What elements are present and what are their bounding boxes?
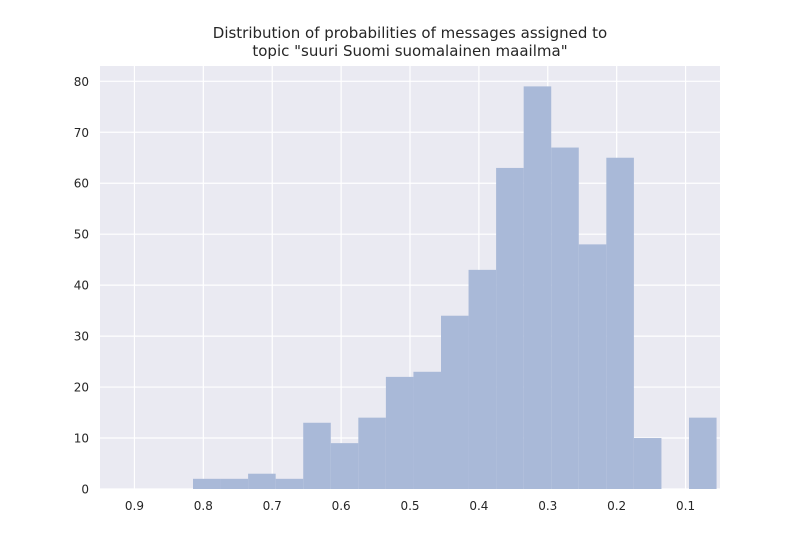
x-tick-label-2: 0.7 — [263, 499, 282, 513]
y-tick-label-0: 0 — [81, 483, 89, 497]
y-tick-label-8: 80 — [74, 75, 89, 89]
y-axis-ticks: 0 10 20 30 40 50 60 70 80 — [74, 75, 89, 497]
x-axis-ticks: 0.9 0.8 0.7 0.6 0.5 0.4 0.3 0.2 0.1 — [125, 499, 695, 513]
histogram-bar-6 — [358, 417, 386, 489]
histogram-bar-7 — [385, 376, 414, 489]
y-tick-label-7: 70 — [74, 126, 89, 140]
histogram-bar-11 — [496, 167, 524, 489]
histogram-bar-2 — [248, 473, 276, 489]
x-tick-label-6: 0.3 — [538, 499, 557, 513]
histogram-bar-8 — [413, 371, 441, 489]
y-tick-label-5: 50 — [74, 228, 89, 242]
chart-title-line-2: topic "suuri Suomi suomalainen maailma" — [252, 42, 568, 60]
histogram-bar-18 — [689, 417, 717, 489]
x-tick-label-1: 0.8 — [194, 499, 213, 513]
histogram-bar-0 — [193, 478, 221, 489]
x-tick-label-0: 0.9 — [125, 499, 144, 513]
histogram-bar-12 — [523, 86, 552, 489]
y-tick-label-2: 20 — [74, 381, 89, 395]
y-tick-label-4: 40 — [74, 279, 89, 293]
histogram-bars — [193, 86, 717, 490]
chart-title: Distribution of probabilities of message… — [100, 24, 720, 60]
histogram-bar-5 — [330, 443, 359, 489]
histogram-bar-13 — [551, 147, 579, 489]
y-tick-label-6: 60 — [74, 177, 89, 191]
x-tick-label-8: 0.1 — [676, 499, 695, 513]
histogram-bar-14 — [578, 244, 607, 489]
histogram-bar-15 — [606, 157, 634, 490]
x-tick-label-4: 0.5 — [400, 499, 419, 513]
histogram-bar-10 — [468, 269, 497, 489]
y-tick-label-1: 10 — [74, 432, 89, 446]
x-tick-label-3: 0.6 — [332, 499, 351, 513]
histogram-bar-4 — [303, 422, 331, 489]
histogram-bar-16 — [633, 438, 662, 489]
x-tick-label-5: 0.4 — [469, 499, 488, 513]
histogram-bar-1 — [220, 478, 249, 489]
chart-title-line-1: Distribution of probabilities of message… — [212, 24, 608, 42]
x-tick-label-7: 0.2 — [607, 499, 626, 513]
histogram-bar-9 — [441, 315, 469, 489]
y-tick-label-3: 30 — [74, 330, 89, 344]
histogram-bar-3 — [275, 478, 304, 489]
